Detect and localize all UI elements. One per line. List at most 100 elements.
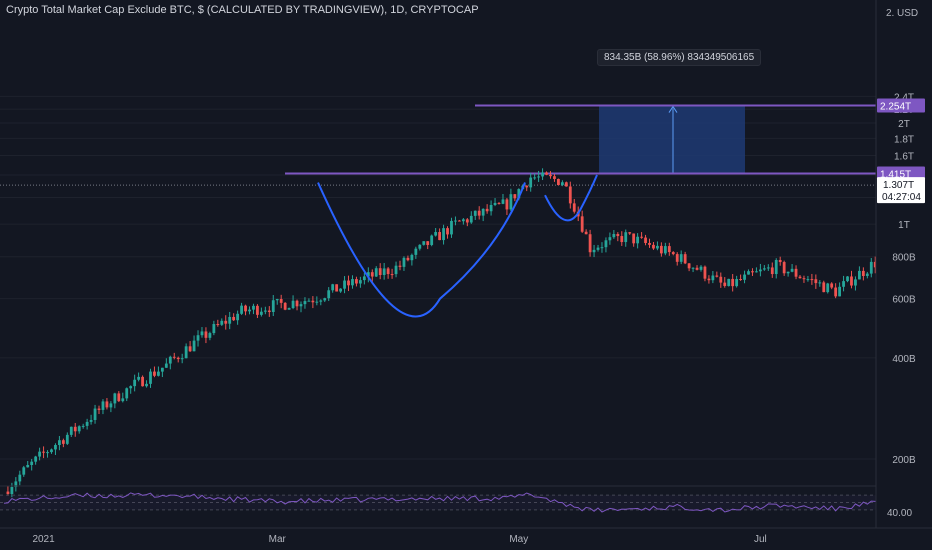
candle-body — [806, 279, 810, 281]
candle-body — [778, 260, 782, 263]
candle-body — [533, 177, 537, 179]
candle-body — [331, 284, 335, 291]
candle-body — [735, 279, 739, 287]
candle-body — [596, 247, 600, 250]
candle-body — [751, 271, 754, 273]
candle-body — [810, 279, 814, 281]
candle-body — [355, 279, 358, 284]
candle-body — [640, 236, 643, 238]
candle-body — [628, 232, 632, 234]
candle-body — [307, 300, 311, 302]
candle-body — [390, 274, 394, 276]
candle-body — [14, 481, 18, 488]
candle-body — [739, 279, 742, 281]
handle-pattern — [544, 174, 598, 222]
candle-body — [667, 246, 671, 253]
candle-body — [200, 331, 204, 336]
candle-body — [263, 310, 267, 312]
candle-body — [513, 194, 517, 199]
candle-body — [620, 236, 624, 243]
candle-body — [743, 274, 746, 280]
candle-body — [157, 371, 160, 376]
candle-body — [85, 421, 89, 426]
candle-body — [295, 300, 299, 307]
candle-body — [826, 283, 830, 293]
candle-body — [212, 324, 216, 334]
measure-layer — [599, 105, 745, 174]
candle-body — [580, 216, 584, 232]
candle-body — [394, 265, 398, 275]
time-tick-label: Mar — [269, 534, 287, 545]
candle-body — [160, 367, 164, 372]
candle-body — [267, 310, 271, 313]
candle-body — [553, 176, 556, 179]
candle-body — [422, 241, 426, 245]
candle-body — [517, 189, 521, 199]
candle-body — [248, 309, 251, 312]
candle-body — [489, 204, 493, 212]
candle-body — [442, 228, 445, 241]
candle-body — [656, 245, 659, 249]
candle-body — [648, 243, 651, 245]
candle-body — [351, 279, 354, 286]
candle-body — [117, 393, 121, 402]
candle-body — [616, 234, 620, 237]
candle-body — [414, 248, 418, 255]
candle-body — [770, 267, 774, 275]
candle-body — [671, 252, 675, 255]
candle-body — [188, 346, 192, 352]
candle-body — [287, 308, 291, 310]
chart-title: Crypto Total Market Cap Exclude BTC, $ (… — [6, 4, 479, 16]
candle-body — [22, 467, 26, 475]
measure-rect — [599, 105, 745, 174]
candles — [6, 168, 932, 498]
candle-body — [592, 249, 596, 253]
candle-body — [303, 301, 307, 305]
candle-body — [311, 300, 315, 303]
price-tick-label: 2T — [898, 119, 910, 130]
candle-body — [283, 302, 287, 310]
candle-body — [612, 234, 616, 238]
candle-body — [798, 276, 802, 279]
candle-body — [865, 273, 869, 276]
candle-body — [818, 282, 822, 284]
candle-body — [42, 451, 45, 453]
candle-body — [454, 220, 457, 222]
candle-body — [687, 263, 691, 269]
candle-body — [89, 419, 93, 422]
candle-body — [65, 434, 69, 444]
candle-body — [335, 284, 339, 292]
candle-body — [101, 401, 105, 410]
measure-label: 834.35B (58.96%) 834349506165 — [597, 49, 762, 66]
candle-body — [244, 305, 247, 312]
candle-body — [469, 215, 473, 223]
candle-body — [402, 257, 406, 267]
candle-body — [766, 267, 770, 269]
candle-body — [358, 280, 362, 284]
candle-body — [545, 172, 548, 175]
levels-layer — [0, 104, 876, 186]
candle-body — [568, 186, 572, 204]
time-tick-label: Jul — [754, 534, 767, 545]
price-scale-top-value: 2. — [886, 8, 894, 19]
candle-body — [208, 333, 212, 338]
candle-body — [858, 270, 861, 280]
candle-body — [323, 298, 327, 301]
candle-body — [184, 346, 188, 359]
candle-body — [192, 340, 196, 352]
candle-body — [604, 240, 608, 248]
candle-body — [755, 271, 758, 273]
candle-body — [109, 403, 113, 408]
rsi-scale-label: 40.00 — [887, 508, 912, 519]
candle-body — [93, 408, 97, 420]
candle-body — [105, 401, 109, 408]
candle-body — [34, 456, 38, 462]
candle-body — [418, 244, 422, 249]
candle-body — [252, 305, 255, 310]
candle-body — [38, 451, 42, 457]
candle-body — [406, 257, 410, 261]
countdown-label: 04:27:04 — [882, 192, 921, 203]
candle-body — [450, 220, 453, 235]
candle-body — [703, 266, 707, 279]
